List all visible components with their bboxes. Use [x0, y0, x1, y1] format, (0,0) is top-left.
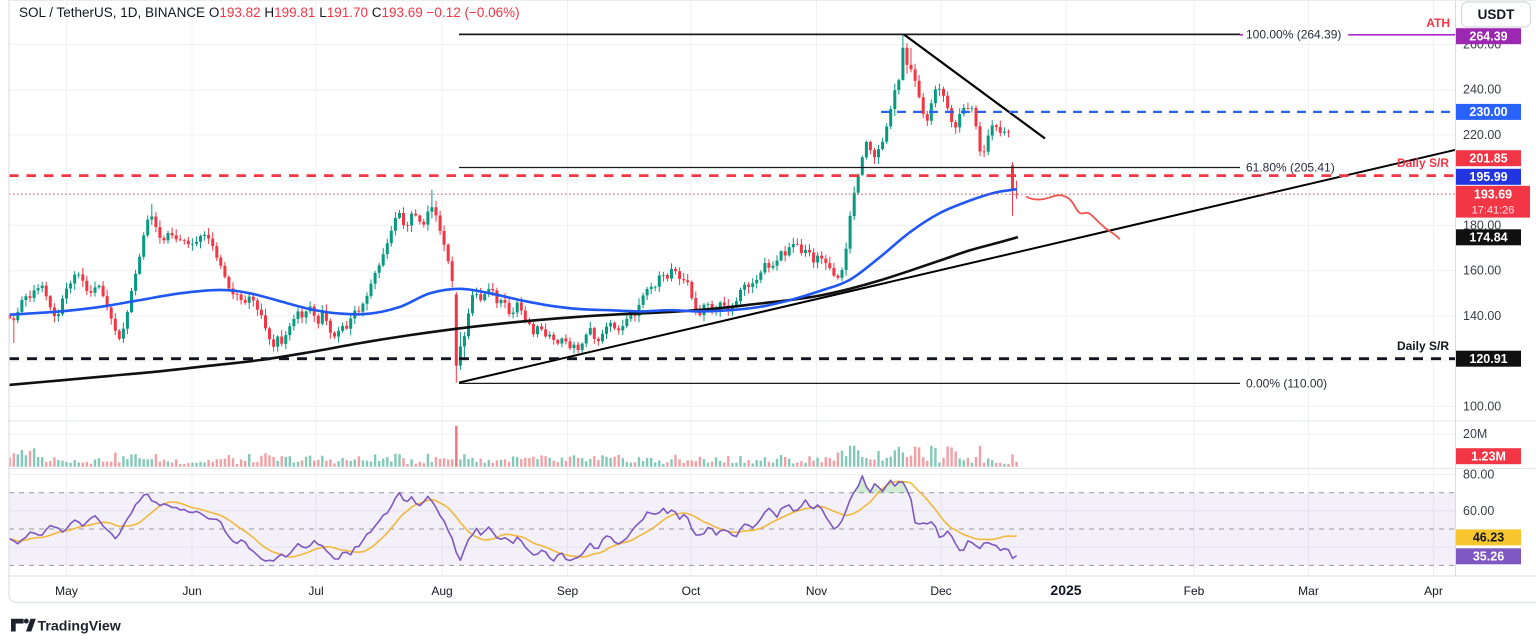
svg-text:140.00: 140.00 — [1463, 309, 1501, 323]
svg-text:193.69: 193.69 — [1474, 187, 1512, 201]
svg-text:46.23: 46.23 — [1473, 531, 1504, 545]
svg-text:TradingView: TradingView — [38, 619, 122, 635]
svg-text:174.84: 174.84 — [1469, 231, 1507, 245]
svg-text:USDT: USDT — [1478, 7, 1516, 22]
svg-text:230.00: 230.00 — [1469, 105, 1507, 119]
svg-text:Aug: Aug — [431, 584, 452, 598]
svg-text:Apr: Apr — [1424, 584, 1443, 598]
svg-text:61.80% (205.41): 61.80% (205.41) — [1246, 161, 1335, 175]
svg-text:120.91: 120.91 — [1469, 352, 1507, 366]
svg-text:0.00% (110.00): 0.00% (110.00) — [1246, 376, 1327, 390]
svg-text:ATH: ATH — [1426, 16, 1450, 30]
svg-text:220.00: 220.00 — [1463, 128, 1501, 142]
svg-text:20M: 20M — [1463, 427, 1487, 441]
svg-text:May: May — [55, 584, 78, 598]
svg-text:80.00: 80.00 — [1463, 468, 1494, 482]
svg-text:Daily S/R: Daily S/R — [1397, 156, 1449, 170]
svg-text:180.00: 180.00 — [1463, 218, 1501, 232]
svg-text:SOL / TetherUS, 1D, BINANCE O1: SOL / TetherUS, 1D, BINANCE O193.82 H199… — [19, 5, 520, 20]
svg-text:160.00: 160.00 — [1463, 264, 1501, 278]
svg-text:Nov: Nov — [806, 584, 827, 598]
svg-text:Feb: Feb — [1184, 584, 1205, 598]
svg-text:195.99: 195.99 — [1469, 170, 1507, 184]
svg-text:100.00: 100.00 — [1463, 399, 1501, 413]
svg-text:240.00: 240.00 — [1463, 83, 1501, 97]
svg-text:Jun: Jun — [182, 584, 201, 598]
svg-text:Daily S/R: Daily S/R — [1397, 339, 1449, 353]
svg-text:1.23M: 1.23M — [1471, 449, 1506, 463]
svg-text:Dec: Dec — [930, 584, 951, 598]
svg-text:100.00% (264.39): 100.00% (264.39) — [1246, 27, 1341, 41]
svg-text:Jul: Jul — [308, 584, 323, 598]
svg-text:60.00: 60.00 — [1463, 504, 1494, 518]
svg-text:35.26: 35.26 — [1473, 550, 1504, 564]
svg-text:17:41:26: 17:41:26 — [1472, 205, 1515, 217]
svg-text:Oct: Oct — [682, 584, 701, 598]
svg-text:2025: 2025 — [1050, 582, 1081, 598]
svg-text:264.39: 264.39 — [1469, 29, 1507, 43]
svg-text:Sep: Sep — [557, 584, 579, 598]
svg-text:201.85: 201.85 — [1469, 151, 1507, 165]
svg-text:Mar: Mar — [1298, 584, 1319, 598]
